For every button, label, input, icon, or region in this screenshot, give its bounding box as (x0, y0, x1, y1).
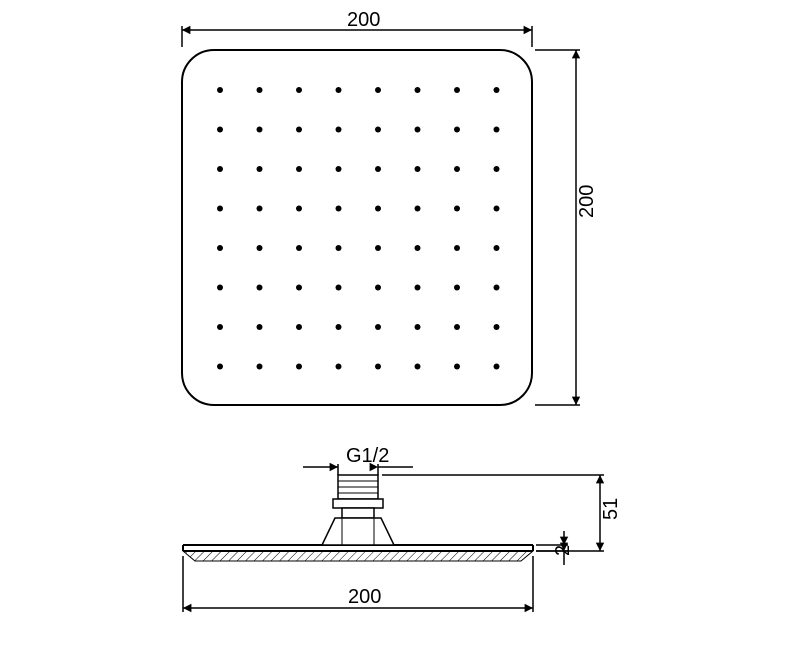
nozzle-dot (494, 324, 500, 330)
nozzle-dot (336, 127, 342, 133)
nozzle-dot (336, 166, 342, 172)
neck (342, 508, 374, 518)
nozzle-dot (375, 206, 381, 212)
nozzle-dot (375, 166, 381, 172)
nozzle-dot (257, 285, 263, 291)
nozzle-dot (336, 87, 342, 93)
nozzle-dot (296, 364, 302, 370)
nozzle-dot (375, 285, 381, 291)
nozzle-dot (217, 87, 223, 93)
nozzle-dot (296, 285, 302, 291)
dimension-set: 200200G1/2200251 (182, 9, 622, 612)
shower-head-outline (182, 50, 532, 405)
nozzle-dot (375, 324, 381, 330)
nozzle-dot (257, 87, 263, 93)
nozzle-dot (415, 285, 421, 291)
dimension-label: 200 (576, 185, 598, 218)
nozzle-dot (494, 245, 500, 251)
nozzle-dot (454, 166, 460, 172)
dimension-label: 200 (348, 586, 381, 608)
nozzle-dot (336, 206, 342, 212)
spray-profile (183, 551, 533, 561)
nozzle-dot (494, 127, 500, 133)
dimension-label: G1/2 (346, 445, 389, 467)
nozzle-dot (217, 324, 223, 330)
nozzle-dot (454, 206, 460, 212)
nozzle-dot (415, 166, 421, 172)
nozzle-dot (454, 87, 460, 93)
nozzle-dot (296, 245, 302, 251)
nozzle-dot (375, 127, 381, 133)
nozzle-dot (336, 245, 342, 251)
nozzle-dot (415, 206, 421, 212)
nozzle-dot (257, 127, 263, 133)
side-elevation-view (183, 475, 533, 561)
nozzle-dot (296, 324, 302, 330)
nozzle-dot (494, 285, 500, 291)
nozzle-dot (257, 324, 263, 330)
nozzle-dot (296, 166, 302, 172)
nozzle-dot (336, 364, 342, 370)
nozzle-dot (454, 127, 460, 133)
nozzle-dot (454, 245, 460, 251)
nozzle-dot (257, 166, 263, 172)
nozzle-dot (454, 364, 460, 370)
nozzle-dot (375, 87, 381, 93)
nozzle-dot (415, 87, 421, 93)
nozzle-dot (336, 324, 342, 330)
nozzle-dot (296, 206, 302, 212)
nozzle-dot (454, 324, 460, 330)
nozzle-dot (336, 285, 342, 291)
nozzle-dot (494, 206, 500, 212)
dimension-label: 200 (347, 9, 380, 31)
nozzle-dot (375, 245, 381, 251)
nozzle-dot (217, 364, 223, 370)
nozzle-dot (454, 285, 460, 291)
plan-view (182, 50, 532, 405)
nozzle-dot (217, 127, 223, 133)
nozzle-dot (257, 206, 263, 212)
nozzle-dot (415, 324, 421, 330)
nozzle-dot (415, 364, 421, 370)
nozzle-dot (217, 245, 223, 251)
collar (333, 499, 383, 508)
nozzle-dot (296, 87, 302, 93)
nozzle-dot (494, 364, 500, 370)
nozzle-dot (217, 206, 223, 212)
nozzle-dot (494, 87, 500, 93)
nozzle-dot (217, 166, 223, 172)
hub-base (322, 518, 394, 545)
nozzle-dot (415, 245, 421, 251)
dimension-label: 51 (600, 498, 622, 520)
nozzle-dot (296, 127, 302, 133)
nozzle-dot (494, 166, 500, 172)
nozzle-dot (415, 127, 421, 133)
technical-drawing: 200200G1/2200251 (0, 0, 790, 655)
nozzle-dot (217, 285, 223, 291)
nozzle-dot (375, 364, 381, 370)
nozzle-dot (257, 245, 263, 251)
nozzle-dot (257, 364, 263, 370)
